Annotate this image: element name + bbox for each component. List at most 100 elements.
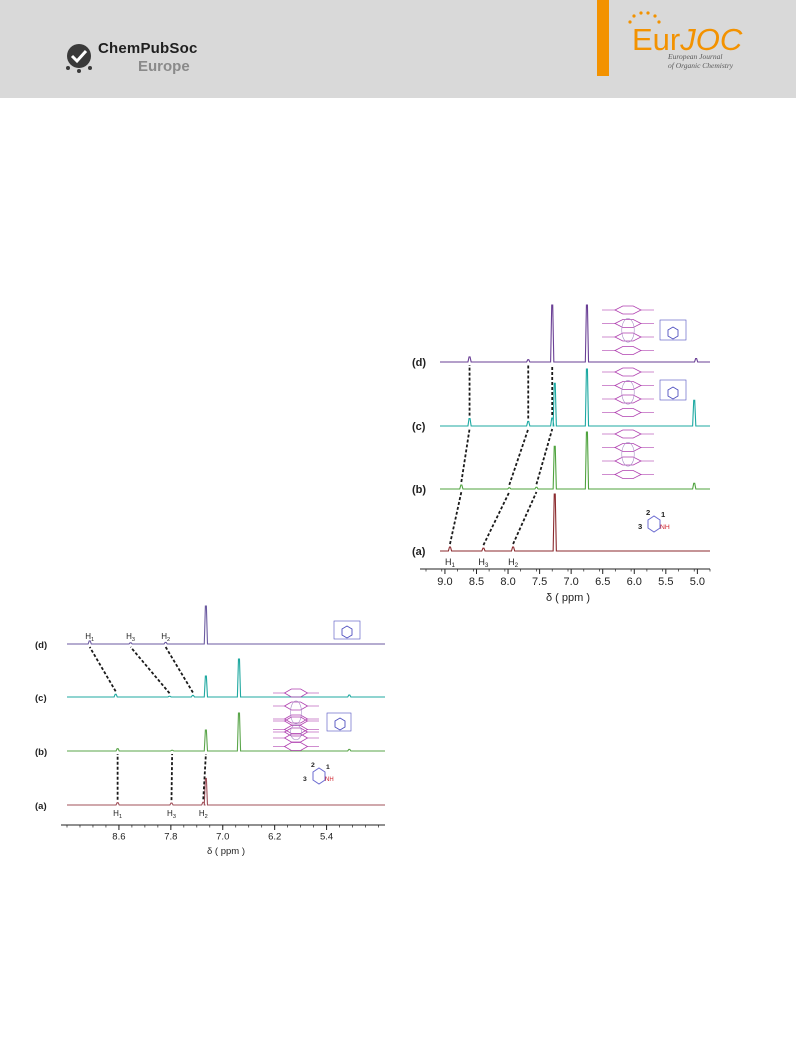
position-label: 3 bbox=[638, 522, 642, 531]
journal-header: ChemPubSoc Europe EurJOC European Journa… bbox=[0, 0, 796, 98]
pyridinium-icon bbox=[647, 515, 661, 533]
guest-box-d2 bbox=[341, 625, 353, 639]
guest-inclusion bbox=[621, 380, 635, 405]
x-tick-label: 8.6 bbox=[112, 832, 125, 843]
macrocycle-ring bbox=[614, 319, 642, 328]
journal-subtitle-line1: European Journal bbox=[668, 52, 723, 61]
pyridine-ring bbox=[334, 717, 346, 731]
macrocycle-ring bbox=[614, 394, 642, 404]
guest-frame-c bbox=[659, 379, 687, 401]
host-molecule-c bbox=[602, 367, 654, 417]
correlation-dash bbox=[512, 491, 538, 545]
correlation-dash bbox=[482, 491, 511, 546]
peak-annotation-bottom: H1 bbox=[113, 809, 122, 820]
macrocycle-ring bbox=[283, 701, 309, 711]
trace-label: (d) bbox=[35, 640, 47, 651]
x-tick-label: 5.4 bbox=[320, 832, 333, 843]
publisher-name: ChemPubSoc bbox=[98, 40, 198, 57]
host-molecule-b2 bbox=[273, 716, 319, 751]
journal-subtitle-line2: of Organic Chemistry bbox=[668, 61, 734, 70]
x-tick-label: 7.0 bbox=[564, 576, 579, 588]
macrocycle-ring bbox=[614, 332, 642, 342]
x-tick-label: 5.0 bbox=[690, 576, 705, 588]
macrocycle-ring bbox=[614, 408, 642, 417]
trace-label: (a) bbox=[412, 546, 426, 558]
x-tick-label: 6.2 bbox=[268, 832, 281, 843]
journal-title-part-b: JOC bbox=[680, 22, 743, 57]
publisher-logo: ChemPubSoc Europe bbox=[64, 38, 204, 75]
trace-label: (b) bbox=[412, 484, 426, 496]
trace-label: (b) bbox=[35, 747, 47, 758]
publisher-region: Europe bbox=[138, 58, 190, 75]
x-tick-label: 6.0 bbox=[627, 576, 642, 588]
macrocycle-ring bbox=[614, 470, 642, 479]
spectrum-trace-1 bbox=[67, 712, 385, 752]
guest-inclusion bbox=[290, 700, 302, 725]
host-molecule-b bbox=[602, 429, 654, 479]
trace-label: (d) bbox=[412, 357, 426, 369]
nmr-spectrum-chart-bottom: (a) (b) (c) (d) 8.6 7.8 7.0 6.2 5.4 δ ( ppm ) H1 H3… bbox=[35, 605, 385, 857]
macrocycle-ring bbox=[283, 733, 309, 743]
x-tick-label: 7.0 bbox=[216, 832, 229, 843]
spectrum-trace-3 bbox=[440, 304, 710, 363]
trace-label: (c) bbox=[35, 693, 47, 704]
spectrum-trace-1 bbox=[440, 431, 710, 490]
nh-label: NH bbox=[660, 524, 670, 531]
trace-label: (a) bbox=[35, 801, 47, 812]
correlation-dash bbox=[535, 428, 554, 485]
spectrum-trace-0 bbox=[440, 493, 710, 552]
macrocycle-ring bbox=[283, 688, 309, 698]
guest-inclusion bbox=[621, 318, 635, 343]
correlation-dash bbox=[129, 646, 171, 694]
guest-frame-d bbox=[659, 319, 687, 341]
chempubsoc-emblem-icon bbox=[66, 44, 92, 73]
correlation-dash bbox=[449, 491, 463, 545]
accent-bar bbox=[597, 0, 609, 76]
host-molecule-d bbox=[602, 305, 654, 355]
macrocycle-ring bbox=[283, 727, 309, 737]
peak-annotation: H1 bbox=[445, 557, 456, 569]
spectrum-trace-3 bbox=[67, 605, 385, 645]
correlation-dash bbox=[508, 428, 530, 486]
spectrum-trace-2 bbox=[67, 658, 385, 698]
x-axis-label: δ ( ppm ) bbox=[207, 846, 245, 857]
guest-inclusion bbox=[290, 724, 302, 741]
correlation-dash bbox=[88, 646, 117, 692]
peak-annotation: H3 bbox=[478, 557, 489, 569]
guest-box-c bbox=[667, 386, 679, 400]
x-tick-label: 7.5 bbox=[532, 576, 547, 588]
pyridine-ring bbox=[341, 625, 353, 639]
position-label: 3 bbox=[303, 776, 307, 783]
spectrum-trace-2 bbox=[440, 368, 710, 427]
macrocycle-ring bbox=[614, 429, 642, 439]
peak-annotation: H2 bbox=[508, 557, 519, 569]
host-molecule-c2 bbox=[273, 688, 319, 737]
guest-frame-d2 bbox=[333, 620, 361, 640]
x-tick-label: 8.5 bbox=[469, 576, 484, 588]
peak-annotation: H3 bbox=[126, 632, 135, 643]
x-axis-label: δ ( ppm ) bbox=[546, 592, 590, 604]
x-tick-label: 6.5 bbox=[595, 576, 610, 588]
peak-annotation-bottom: H2 bbox=[199, 809, 208, 820]
x-tick-label: 5.5 bbox=[658, 576, 673, 588]
spectrum-trace-0 bbox=[67, 777, 385, 806]
guest-inclusion bbox=[621, 442, 635, 467]
x-tick-label: 7.8 bbox=[164, 832, 177, 843]
macrocycle-ring bbox=[614, 346, 642, 355]
macrocycle-ring bbox=[614, 456, 642, 466]
macrocycle-ring bbox=[283, 725, 309, 734]
eu-stars-icon bbox=[628, 11, 661, 24]
correlation-dash bbox=[170, 753, 174, 801]
pyridine-ring bbox=[667, 326, 679, 340]
macrocycle-ring bbox=[614, 305, 642, 315]
correlation-dash bbox=[164, 646, 194, 693]
guest-box-b2 bbox=[334, 717, 346, 731]
peak-annotation: H1 bbox=[85, 632, 94, 643]
peak-annotation-bottom: H3 bbox=[167, 809, 176, 820]
macrocycle-ring bbox=[283, 742, 309, 751]
position-label: 2 bbox=[646, 508, 650, 517]
trace-label: (c) bbox=[412, 421, 426, 433]
pyridine-ring bbox=[667, 386, 679, 400]
pyridinium-icon bbox=[312, 767, 326, 785]
peak-annotation: H2 bbox=[161, 632, 170, 643]
